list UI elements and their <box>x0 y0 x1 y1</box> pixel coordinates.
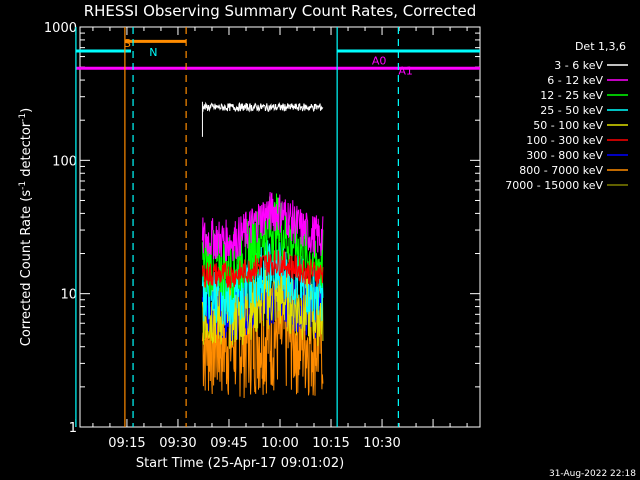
x-tick-label: 09:15 <box>108 436 145 451</box>
y-tick-label: 100 <box>52 154 77 169</box>
x-tick-label: 10:15 <box>312 436 349 451</box>
axis-ticks <box>75 27 480 428</box>
legend-label: 7000 - 15000 keV <box>505 179 603 192</box>
x-axis-label: Start Time (25-Apr-17 09:01:02) <box>136 456 344 471</box>
series-lines <box>201 101 324 399</box>
annotation-S: S <box>124 37 131 50</box>
y-axis-label: Corrected Count Rate (s-1 detector-1) <box>18 108 34 346</box>
legend-label: 50 - 100 keV <box>533 119 603 132</box>
y-tick-label: 1000 <box>44 21 77 36</box>
generated-timestamp: 31-Aug-2022 22:18 <box>549 469 636 479</box>
x-tick-label: 09:45 <box>210 436 247 451</box>
legend-label: 25 - 50 keV <box>540 104 603 117</box>
y-tick-label: 1 <box>69 421 77 436</box>
legend-label: 100 - 300 keV <box>526 134 603 147</box>
legend-label: 12 - 25 keV <box>540 89 603 102</box>
state-vlines <box>75 27 399 427</box>
x-tick-label: 09:30 <box>159 436 196 451</box>
legend-label: 3 - 6 keV <box>554 59 603 72</box>
annotation-N: N <box>149 46 157 59</box>
series-line-100-300keV <box>201 250 324 289</box>
series-line-3-6keV <box>201 101 324 113</box>
y-tick-label: 10 <box>60 288 77 303</box>
annotation-A0: A0 <box>372 55 387 68</box>
legend: Det 1,3,6 3 - 6 keV 6 - 12 keV 12 - 25 keV… <box>505 40 628 192</box>
annotation-A1: A1 <box>398 65 413 78</box>
legend-label: 300 - 800 keV <box>526 149 603 162</box>
x-tick-label: 10:00 <box>261 436 298 451</box>
legend-title: Det 1,3,6 <box>575 40 626 53</box>
x-tick-labels: 09:15 09:30 09:45 10:00 10:15 10:30 <box>108 436 401 451</box>
annotations: S N A0 A1 <box>124 37 413 78</box>
state-bars <box>75 39 480 70</box>
x-tick-label: 10:30 <box>363 436 400 451</box>
y-tick-labels: 1 10 100 1000 <box>44 21 77 436</box>
series-line-6-12keV <box>201 191 324 262</box>
legend-label: 6 - 12 keV <box>547 74 603 87</box>
legend-label: 800 - 7000 keV <box>519 164 603 177</box>
chart-title: RHESSI Observing Summary Count Rates, Co… <box>84 2 477 20</box>
legend-items: 3 - 6 keV 6 - 12 keV 12 - 25 keV 25 - 50 ke… <box>505 59 628 192</box>
